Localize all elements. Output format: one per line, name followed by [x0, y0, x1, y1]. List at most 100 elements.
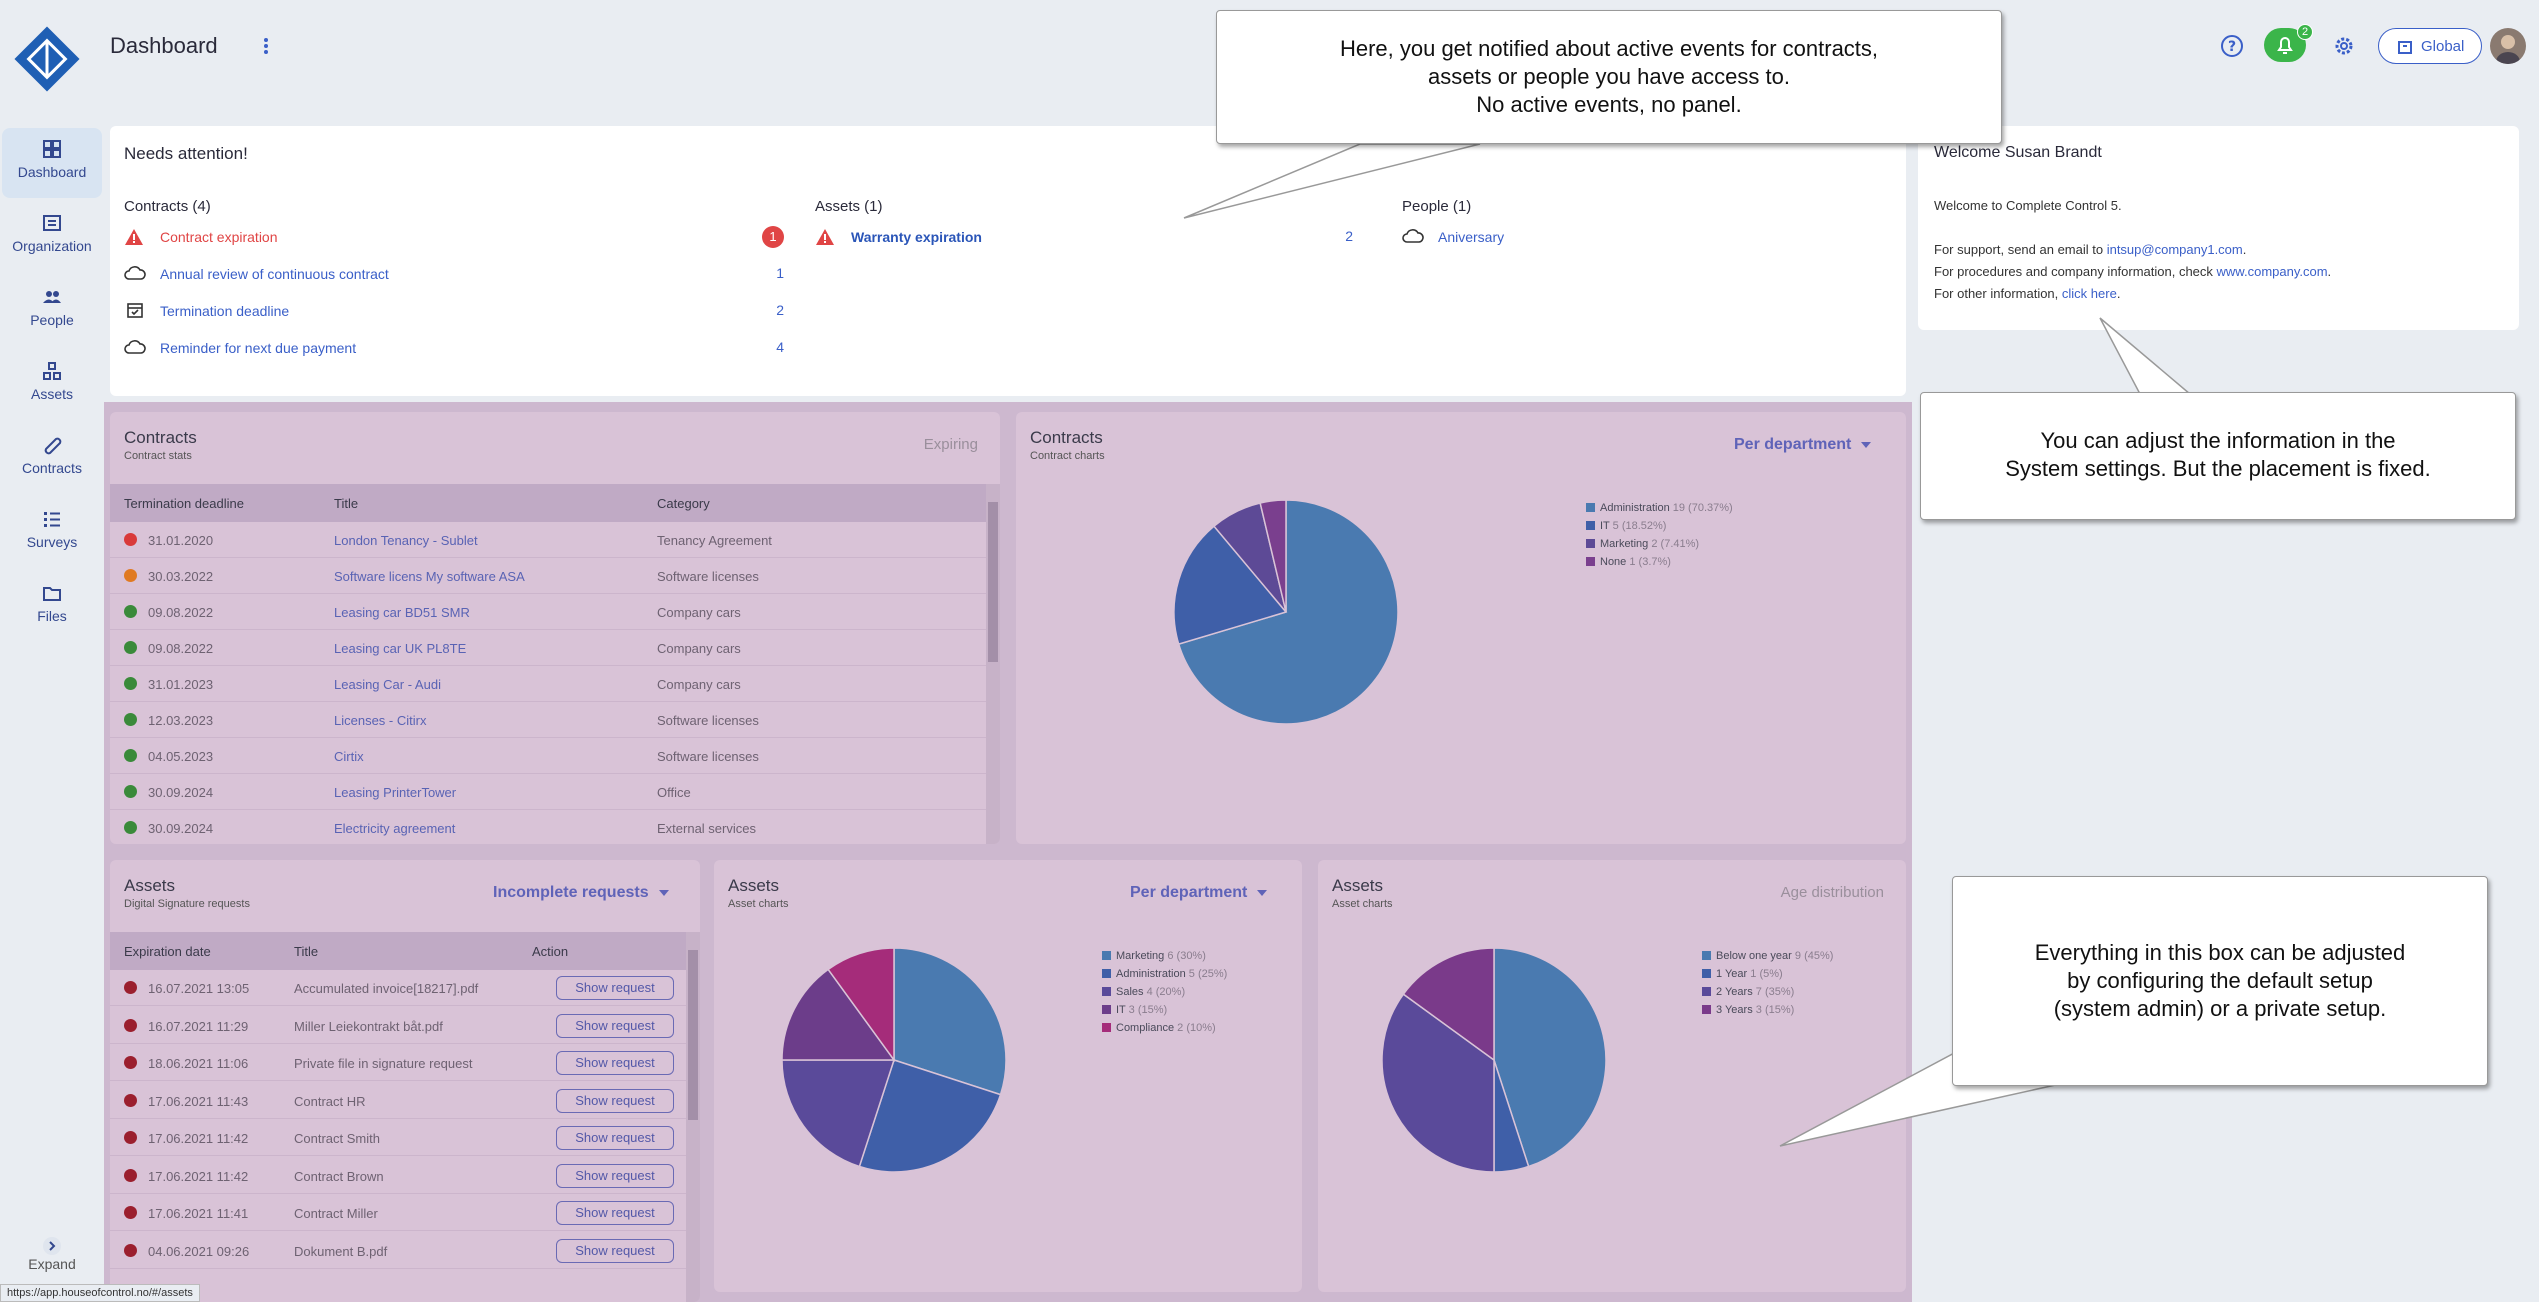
- attention-count: 4: [776, 339, 784, 355]
- legend-item[interactable]: Below one year 9 (45%): [1702, 950, 1833, 968]
- attention-item[interactable]: Termination deadline 2: [124, 296, 784, 326]
- legend-item[interactable]: None 1 (3.7%): [1586, 556, 1733, 574]
- row-title-link[interactable]: Leasing car UK PL8TE: [334, 641, 467, 656]
- sidebar-item-dashboard[interactable]: Dashboard: [2, 128, 102, 198]
- attention-item[interactable]: Warranty expiration 2: [815, 222, 1353, 252]
- sidebar-item-label: Files: [37, 608, 67, 624]
- table-row[interactable]: 30.09.2024 Electricity agreement External …: [110, 810, 986, 844]
- table-row[interactable]: 17.06.2021 11:41 Contract Miller Show requ…: [110, 1195, 686, 1231]
- pie-slice-marketing[interactable]: [893, 947, 1007, 1096]
- table-row[interactable]: 17.06.2021 11:42 Contract Brown Show reque…: [110, 1158, 686, 1194]
- expiring-filter[interactable]: Expiring: [923, 436, 978, 453]
- column-header[interactable]: Action: [532, 944, 569, 959]
- row-title-link[interactable]: Software licens My software ASA: [334, 569, 525, 584]
- app-logo[interactable]: [14, 26, 80, 92]
- table-row[interactable]: 17.06.2021 11:43 Contract HR Show request: [110, 1083, 686, 1119]
- table-row[interactable]: 30.09.2024 Leasing PrinterTower Office: [110, 774, 986, 810]
- row-title-link[interactable]: Cirtix: [334, 749, 364, 764]
- legend-item[interactable]: 3 Years 3 (15%): [1702, 1004, 1833, 1022]
- global-scope-button[interactable]: Global: [2378, 28, 2482, 64]
- show-request-button[interactable]: Show request: [556, 1163, 674, 1188]
- column-header[interactable]: Expiration date: [124, 944, 211, 959]
- show-request-button[interactable]: Show request: [556, 976, 674, 1000]
- pie-slice-compliance[interactable]: [827, 947, 895, 1063]
- table-row[interactable]: 31.01.2020 London Tenancy - Sublet Tenancy…: [110, 522, 986, 558]
- sidebar-item-files[interactable]: Files: [2, 572, 102, 642]
- table-row[interactable]: 30.03.2022 Software licens My software AS…: [110, 558, 986, 594]
- show-request-button[interactable]: Show request: [556, 1126, 674, 1150]
- callout-configurable-area: Everything in this box can be adjusted b…: [1952, 876, 2488, 1086]
- legend-item[interactable]: Administration 5 (25%): [1102, 968, 1227, 986]
- help-icon[interactable]: ?: [2220, 34, 2244, 58]
- click-here-link[interactable]: click here: [2061, 286, 2117, 301]
- sidebar-item-surveys[interactable]: Surveys: [2, 498, 102, 568]
- pie-slice-3-years[interactable]: [1402, 947, 1495, 1062]
- legend-item[interactable]: 1 Year 1 (5%): [1702, 968, 1833, 986]
- department-dropdown[interactable]: Per department: [1734, 436, 1872, 454]
- table-row[interactable]: 31.01.2023 Leasing Car - Audi Company cars: [110, 666, 986, 702]
- pie-slice-below-one-year[interactable]: [1493, 947, 1607, 1168]
- table-row[interactable]: 12.03.2023 Licenses - Citirx Software lice…: [110, 702, 986, 738]
- department-dropdown[interactable]: Per department: [1130, 884, 1268, 902]
- show-request-button[interactable]: Show request: [556, 1088, 674, 1113]
- sidebar-item-label: Assets: [30, 386, 73, 402]
- column-header[interactable]: Title: [334, 496, 359, 511]
- row-title-link[interactable]: Leasing Car - Audi: [334, 677, 441, 692]
- more-options-icon[interactable]: [262, 36, 270, 56]
- legend-item[interactable]: Compliance 2 (10%): [1102, 1022, 1227, 1040]
- attention-item[interactable]: Reminder for next due payment 4: [124, 333, 784, 363]
- sidebar-item-assets[interactable]: Assets: [2, 350, 102, 420]
- table-row[interactable]: 18.06.2021 11:06 Private file in signatur…: [110, 1045, 686, 1081]
- scrollbar-thumb[interactable]: [688, 950, 698, 1120]
- legend-item[interactable]: IT 5 (18.52%): [1586, 520, 1733, 538]
- table-row[interactable]: 09.08.2022 Leasing car BD51 SMR Company ca…: [110, 594, 986, 630]
- attention-item[interactable]: Annual review of continuous contract 1: [124, 259, 784, 289]
- cloud-icon: [124, 266, 146, 280]
- support-email-link[interactable]: intsup@company1.com: [2106, 242, 2243, 257]
- row-title-link[interactable]: Electricity agreement: [334, 821, 456, 836]
- requests-filter-dropdown[interactable]: Incomplete requests: [493, 884, 669, 902]
- row-title: Miller Leiekontrakt båt.pdf: [294, 1018, 443, 1034]
- attention-item[interactable]: Contract expiration 1: [124, 222, 784, 252]
- pie-slice-administration[interactable]: [1177, 499, 1399, 725]
- row-title-link[interactable]: London Tenancy - Sublet: [334, 533, 478, 548]
- sidebar-item-people[interactable]: People: [2, 276, 102, 346]
- legend-item[interactable]: Marketing 2 (7.41%): [1586, 538, 1733, 556]
- sidebar-item-contracts[interactable]: Contracts: [2, 424, 102, 494]
- pie-slice-sales[interactable]: [781, 1059, 896, 1168]
- gear-icon[interactable]: [2332, 34, 2356, 58]
- row-title-link[interactable]: Leasing car BD51 SMR: [334, 605, 470, 620]
- company-website-link[interactable]: www.company.com: [2216, 264, 2328, 279]
- legend-item[interactable]: 2 Years 7 (35%): [1702, 986, 1833, 1004]
- notifications-count-badge: 2: [2297, 24, 2313, 40]
- show-request-button[interactable]: Show request: [556, 1238, 674, 1263]
- legend-item[interactable]: Sales 4 (20%): [1102, 986, 1227, 1004]
- row-title-link[interactable]: Leasing PrinterTower: [334, 785, 457, 800]
- pie-slice-administration[interactable]: [858, 1059, 1002, 1173]
- legend-item[interactable]: IT 3 (15%): [1102, 1004, 1227, 1022]
- row-title-link[interactable]: Licenses - Citirx: [334, 713, 427, 728]
- scrollbar-thumb[interactable]: [988, 502, 998, 662]
- avatar[interactable]: [2490, 28, 2526, 64]
- table-row[interactable]: 09.08.2022 Leasing car UK PL8TE Company ca…: [110, 630, 986, 666]
- table-row[interactable]: 04.06.2021 09:26 Dokument B.pdf Show reque…: [110, 1233, 686, 1269]
- table-row[interactable]: 17.06.2021 11:42 Contract Smith Show reque…: [110, 1120, 686, 1156]
- table-row[interactable]: 16.07.2021 11:29 Miller Leiekontrakt båt.…: [110, 1008, 686, 1044]
- table-row[interactable]: 16.07.2021 13:05 Accumulated invoice[1821…: [110, 970, 686, 1006]
- column-header[interactable]: Category: [657, 496, 710, 511]
- legend-item[interactable]: Marketing 6 (30%): [1102, 950, 1227, 968]
- legend-item[interactable]: Administration 19 (70.37%): [1586, 502, 1733, 520]
- column-header[interactable]: Termination deadline: [124, 496, 244, 511]
- column-header[interactable]: Title: [294, 944, 319, 959]
- show-request-button[interactable]: Show request: [556, 1013, 674, 1038]
- pie-slice-none[interactable]: [1259, 499, 1287, 613]
- sidebar-item-organization[interactable]: Organization: [2, 202, 102, 272]
- pie-slice-2-years[interactable]: [1381, 993, 1495, 1173]
- pie-slice-it[interactable]: [781, 968, 896, 1061]
- expand-sidebar-button[interactable]: Expand: [20, 1236, 84, 1280]
- age-distribution-filter[interactable]: Age distribution: [1780, 884, 1884, 901]
- show-request-button[interactable]: Show request: [556, 1051, 674, 1075]
- show-request-button[interactable]: Show request: [556, 1201, 674, 1225]
- table-row[interactable]: 04.05.2023 Cirtix Software licenses: [110, 738, 986, 774]
- pie-slice-it[interactable]: [1173, 525, 1288, 646]
